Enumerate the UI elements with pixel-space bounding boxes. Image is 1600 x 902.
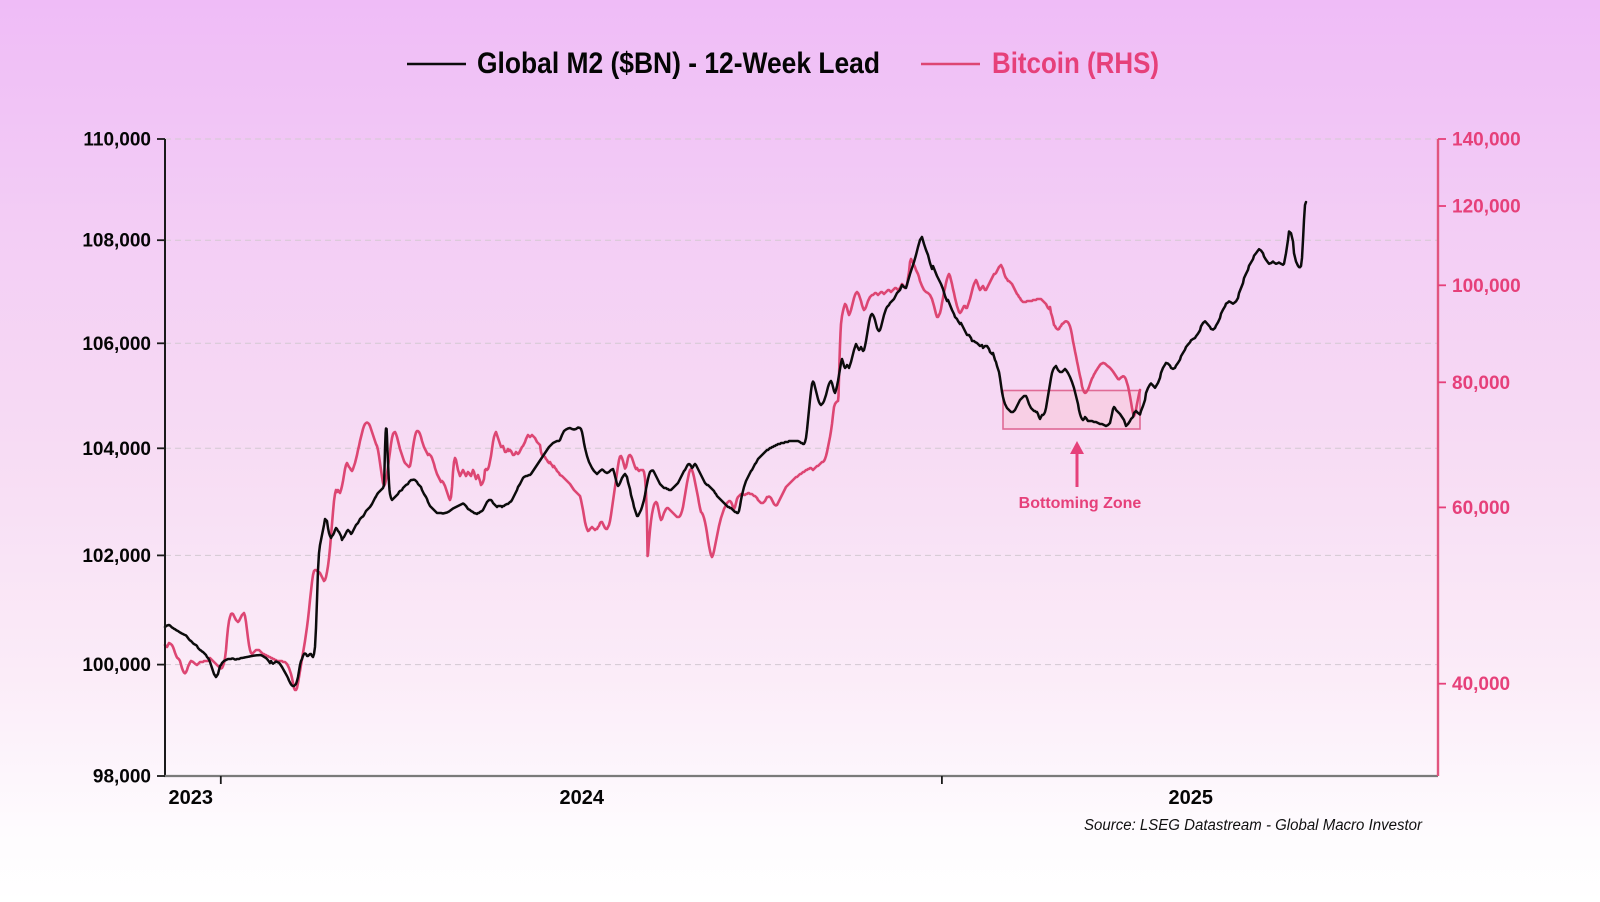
svg-text:102,000: 102,000	[82, 546, 151, 567]
svg-text:108,000: 108,000	[82, 231, 151, 252]
svg-text:100,000: 100,000	[82, 655, 151, 676]
svg-text:80,000: 80,000	[1452, 373, 1510, 394]
svg-text:104,000: 104,000	[82, 439, 151, 460]
svg-text:Bottoming Zone: Bottoming Zone	[1019, 495, 1142, 512]
svg-text:Source: LSEG Datastream - Glob: Source: LSEG Datastream - Global Macro I…	[1084, 817, 1423, 834]
svg-text:2025: 2025	[1169, 787, 1214, 809]
svg-text:60,000: 60,000	[1452, 498, 1510, 519]
svg-text:98,000: 98,000	[93, 767, 151, 788]
svg-text:100,000: 100,000	[1452, 276, 1521, 297]
svg-text:2024: 2024	[560, 787, 605, 809]
svg-text:110,000: 110,000	[83, 130, 151, 151]
svg-text:120,000: 120,000	[1452, 197, 1521, 218]
svg-text:Bitcoin (RHS): Bitcoin (RHS)	[992, 47, 1159, 80]
svg-text:140,000: 140,000	[1452, 130, 1521, 151]
svg-text:40,000: 40,000	[1452, 674, 1510, 695]
svg-text:106,000: 106,000	[82, 334, 151, 355]
svg-text:2023: 2023	[169, 787, 214, 809]
svg-text:Global M2 ($BN) - 12-Week Lead: Global M2 ($BN) - 12-Week Lead	[477, 47, 880, 80]
